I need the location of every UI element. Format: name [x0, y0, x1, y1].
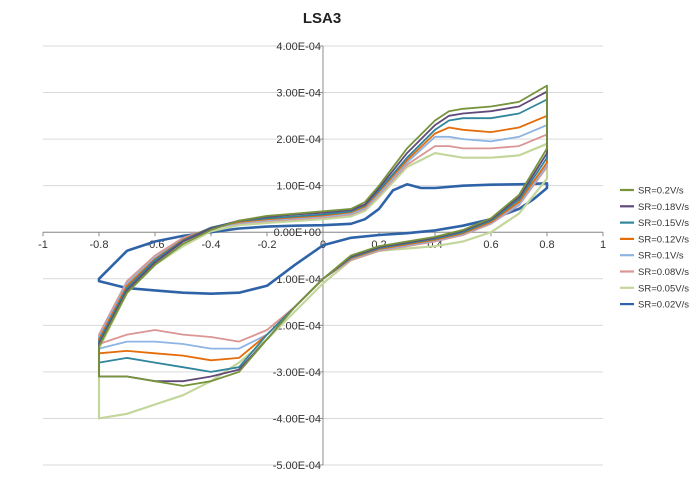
x-tick-label-9: 0.8 — [539, 239, 554, 251]
legend: SR=0.2V/s SR=0.18V/s SR=0.15V/s SR=0.12V/s S… — [620, 186, 689, 311]
y-tick-label-2: 2.00E-04 — [276, 134, 321, 146]
legend-label-1: SR=0.18V/s — [638, 202, 689, 213]
chart-title: LSA3 — [303, 10, 341, 27]
y-tick-label-4: 0.00E+00 — [274, 227, 321, 239]
series-line-0 — [98, 84, 548, 387]
legend-label-0: SR=0.2V/s — [638, 186, 684, 197]
y-tick-label-8: -4.00E-04 — [273, 413, 321, 425]
x-tick-label-4: -0.2 — [258, 239, 277, 251]
x-tick-label-8: 0.6 — [483, 239, 498, 251]
y-tick-label-3: 1.00E-04 — [276, 181, 321, 193]
legend-label-2: SR=0.15V/s — [638, 218, 689, 229]
x-tick-label-10: 1 — [600, 239, 606, 251]
legend-label-6: SR=0.05V/s — [638, 283, 689, 294]
x-tick-label-3: -0.4 — [202, 239, 221, 251]
y-tick-label-9: -5.00E-04 — [273, 460, 321, 472]
legend-label-3: SR=0.12V/s — [638, 234, 689, 245]
y-tick-label-5: -1.00E-04 — [273, 274, 321, 286]
legend-label-7: SR=0.02V/s — [638, 300, 689, 311]
y-tick-label-7: -3.00E-04 — [273, 367, 321, 379]
plot-area — [97, 84, 549, 420]
y-tick-label-0: 4.00E-04 — [276, 41, 321, 53]
x-tick-label-1: -0.8 — [90, 239, 109, 251]
x-tick-label-0: -1 — [38, 239, 48, 251]
legend-label-5: SR=0.08V/s — [638, 267, 689, 278]
series-line-7 — [97, 182, 549, 295]
y-tick-label-6: -2.00E-04 — [273, 320, 321, 332]
y-tick-label-1: 3.00E-04 — [276, 88, 321, 100]
legend-label-4: SR=0.1V/s — [638, 251, 684, 262]
